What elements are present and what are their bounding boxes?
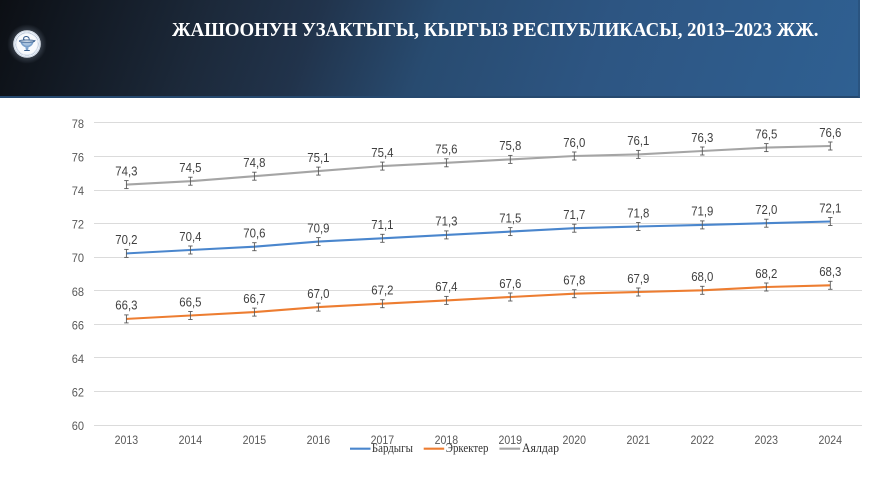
svg-text:67,8: 67,8 — [563, 274, 585, 288]
svg-text:67,6: 67,6 — [499, 277, 521, 291]
svg-text:75,1: 75,1 — [307, 151, 329, 165]
svg-text:74,5: 74,5 — [179, 161, 201, 175]
svg-text:74,8: 74,8 — [243, 156, 265, 170]
svg-text:Аялдар: Аялдар — [522, 440, 559, 455]
svg-text:74: 74 — [72, 184, 85, 198]
svg-text:70,4: 70,4 — [179, 230, 201, 244]
svg-text:66: 66 — [72, 318, 85, 332]
svg-text:2021: 2021 — [627, 433, 651, 447]
svg-text:71,1: 71,1 — [371, 218, 393, 232]
svg-text:2018: 2018 — [435, 433, 459, 447]
svg-text:75,8: 75,8 — [499, 139, 521, 153]
svg-text:70,6: 70,6 — [243, 227, 265, 241]
svg-text:71,3: 71,3 — [435, 215, 457, 229]
svg-text:68,2: 68,2 — [755, 267, 777, 281]
svg-text:68,3: 68,3 — [819, 265, 841, 279]
svg-text:76,5: 76,5 — [755, 127, 777, 141]
svg-text:70,2: 70,2 — [115, 233, 137, 247]
svg-text:68: 68 — [72, 285, 85, 299]
svg-text:71,5: 71,5 — [499, 211, 521, 225]
svg-text:2014: 2014 — [179, 433, 203, 447]
svg-text:68,0: 68,0 — [691, 270, 713, 284]
svg-text:76,1: 76,1 — [627, 134, 649, 148]
svg-text:2015: 2015 — [243, 433, 267, 447]
svg-text:76: 76 — [72, 151, 85, 165]
svg-text:72,1: 72,1 — [819, 201, 841, 215]
svg-text:75,6: 75,6 — [435, 143, 457, 157]
svg-text:71,8: 71,8 — [627, 206, 649, 220]
svg-text:71,9: 71,9 — [691, 205, 713, 219]
svg-text:64: 64 — [72, 352, 85, 366]
svg-text:2017: 2017 — [371, 433, 395, 447]
svg-text:2024: 2024 — [819, 433, 843, 447]
svg-text:72,0: 72,0 — [755, 203, 777, 217]
svg-text:2022: 2022 — [691, 433, 715, 447]
svg-text:78: 78 — [72, 117, 85, 131]
svg-text:76,0: 76,0 — [563, 136, 585, 150]
svg-text:67,9: 67,9 — [627, 272, 649, 286]
svg-text:67,0: 67,0 — [307, 287, 329, 301]
svg-text:67,2: 67,2 — [371, 284, 393, 298]
svg-text:2016: 2016 — [307, 433, 331, 447]
svg-text:Эркектер: Эркектер — [446, 440, 489, 455]
svg-text:62: 62 — [72, 386, 85, 400]
svg-text:2013: 2013 — [115, 433, 139, 447]
svg-text:Бардыгы: Бардыгы — [372, 440, 413, 455]
svg-text:75,4: 75,4 — [371, 146, 393, 160]
svg-text:2020: 2020 — [563, 433, 587, 447]
svg-text:74,3: 74,3 — [115, 164, 137, 178]
svg-text:2019: 2019 — [499, 433, 523, 447]
svg-text:70,9: 70,9 — [307, 221, 329, 235]
svg-text:67,4: 67,4 — [435, 280, 457, 294]
svg-text:66,5: 66,5 — [179, 295, 201, 309]
svg-text:76,3: 76,3 — [691, 131, 713, 145]
svg-text:70: 70 — [72, 251, 85, 265]
svg-text:72: 72 — [72, 218, 85, 232]
svg-text:66,7: 66,7 — [243, 292, 265, 306]
svg-text:2023: 2023 — [755, 433, 779, 447]
svg-text:71,7: 71,7 — [563, 208, 585, 222]
svg-text:76,6: 76,6 — [819, 126, 841, 140]
svg-text:60: 60 — [72, 419, 85, 433]
svg-text:66,3: 66,3 — [115, 299, 137, 313]
